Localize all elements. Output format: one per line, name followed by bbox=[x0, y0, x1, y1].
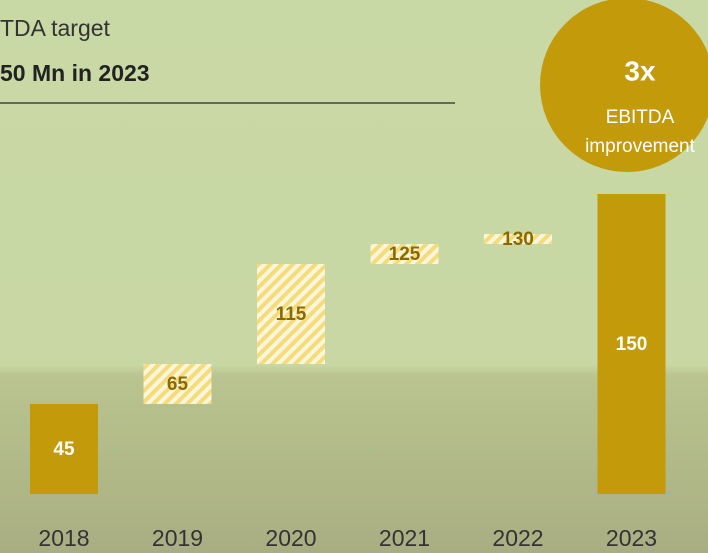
x-tick-label: 2020 bbox=[265, 525, 316, 551]
total-bar bbox=[30, 404, 98, 494]
value-label: 45 bbox=[53, 439, 75, 460]
value-label: 115 bbox=[276, 304, 307, 325]
x-tick-label: 2023 bbox=[606, 525, 657, 551]
step-bar bbox=[484, 234, 552, 244]
step-bar bbox=[370, 244, 439, 264]
x-tick-label: 2021 bbox=[379, 525, 430, 551]
x-tick-label: 2018 bbox=[38, 525, 89, 551]
x-tick-label: 2022 bbox=[492, 525, 543, 551]
value-label: 130 bbox=[502, 229, 534, 250]
badge-text: improvement bbox=[585, 136, 696, 157]
badge bbox=[540, 0, 708, 172]
value-label: 125 bbox=[389, 244, 421, 265]
total-bar bbox=[597, 194, 666, 494]
value-label: 150 bbox=[616, 334, 648, 355]
step-bar bbox=[257, 264, 325, 364]
value-label: 65 bbox=[167, 374, 189, 395]
badge-text: EBITDA bbox=[606, 107, 675, 128]
step-bar bbox=[143, 364, 212, 404]
x-tick-label: 2019 bbox=[152, 525, 203, 551]
chart-title: TDA target bbox=[0, 15, 111, 41]
badge-headline: 3x bbox=[624, 55, 656, 86]
chart-subtitle: 50 Mn in 2023 bbox=[0, 60, 150, 86]
